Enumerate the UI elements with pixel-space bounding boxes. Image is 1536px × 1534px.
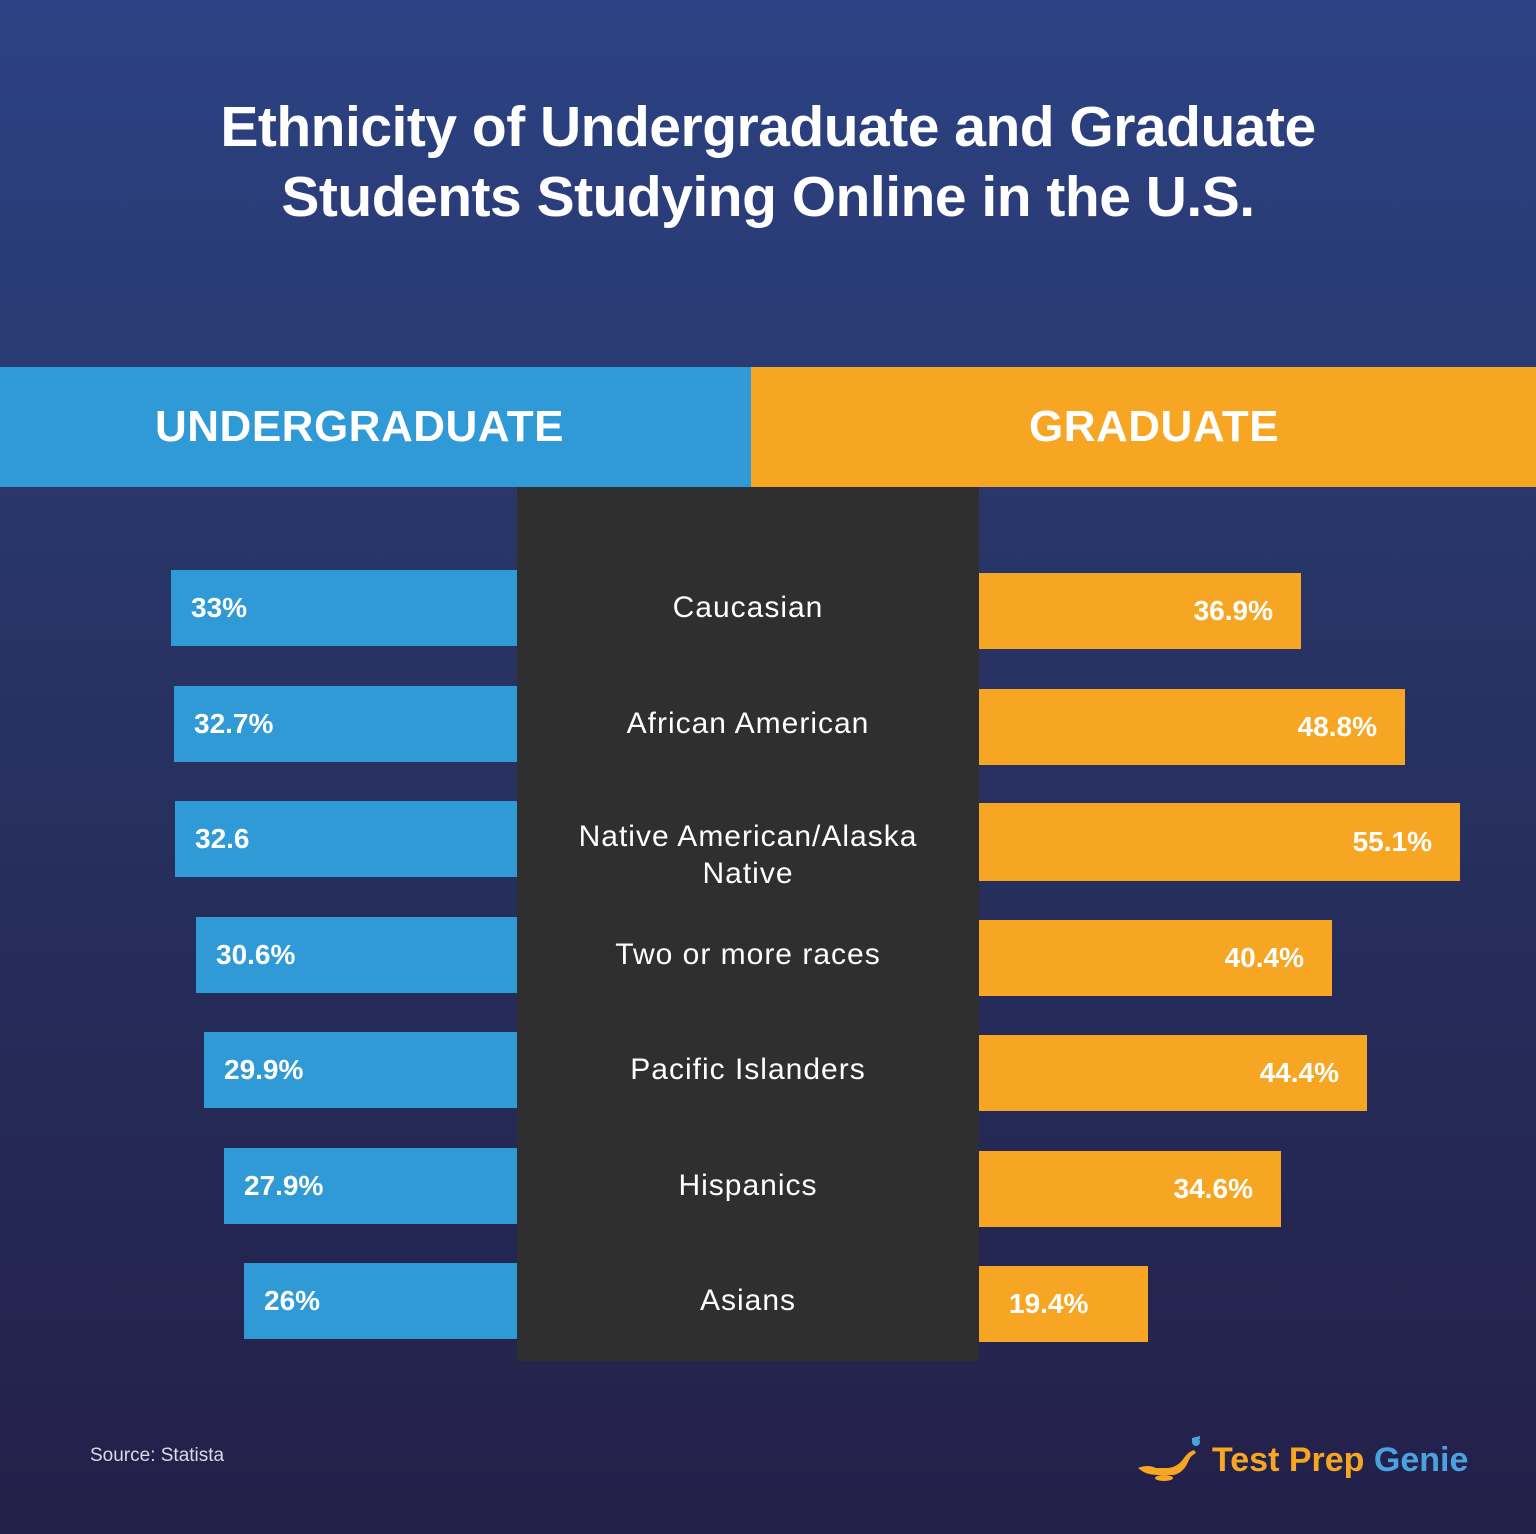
category-label-line: Two or more races [615, 938, 881, 971]
brand-name: Test Prep Genie [1212, 1441, 1468, 1480]
category-label-line: African American [626, 707, 870, 740]
graduate-bar: 55.1% [979, 803, 1460, 881]
title-line-1: Ethnicity of Undergraduate and Graduate [220, 95, 1316, 159]
graduate-bar: 48.8% [979, 689, 1405, 765]
graduate-bar: 44.4% [979, 1035, 1367, 1111]
undergraduate-value-label: 32.6 [195, 823, 250, 854]
undergraduate-bar: 32.6 [175, 801, 517, 877]
undergraduate-value-label: 26% [264, 1285, 321, 1316]
source-note: Source: Statista [90, 1445, 225, 1466]
category-panel [517, 487, 979, 1361]
category-label: Asians [517, 1282, 979, 1319]
undergraduate-bar: 30.6% [196, 917, 517, 993]
category-label-line: Pacific Islanders [630, 1053, 866, 1086]
chart-title: Ethnicity of Undergraduate and Graduate … [80, 92, 1456, 232]
brand-name-test-prep: Test Prep [1212, 1440, 1365, 1479]
graduate-value-label: 55.1% [1352, 826, 1432, 857]
category-label: African American [517, 705, 979, 742]
graduate-value-label: 19.4% [1009, 1288, 1089, 1319]
undergraduate-value-label: 33% [191, 592, 248, 623]
graduate-value-label: 36.9% [1193, 595, 1273, 626]
undergraduate-header-label: UNDERGRADUATE [155, 402, 565, 451]
undergraduate-value-label: 29.9% [224, 1054, 304, 1085]
brand-name-genie: Genie [1373, 1440, 1469, 1479]
graduate-header-label: GRADUATE [1029, 402, 1280, 451]
undergraduate-bar: 29.9% [204, 1032, 517, 1108]
category-label: Native American/Alaska Native [517, 818, 979, 892]
category-label: Two or more races [517, 936, 979, 973]
brand-logo: Test Prep Genie [1134, 1432, 1468, 1488]
category-label-line: Hispanics [678, 1169, 818, 1202]
graduate-bar: 36.9% [979, 573, 1301, 649]
undergraduate-bar: 33% [171, 570, 517, 646]
graduate-bar: 40.4% [979, 920, 1332, 996]
graduate-bar: 34.6% [979, 1151, 1281, 1227]
undergraduate-bar: 27.9% [224, 1148, 517, 1224]
category-label: Pacific Islanders [517, 1051, 979, 1088]
category-label: Caucasian [517, 589, 979, 626]
graduate-value-label: 34.6% [1173, 1173, 1253, 1204]
graduate-header: GRADUATE [751, 367, 1536, 487]
category-label-line: Native [702, 857, 794, 890]
category-label-line: Caucasian [672, 591, 824, 624]
category-label: Hispanics [517, 1167, 979, 1204]
graduate-value-label: 44.4% [1259, 1057, 1339, 1088]
category-label-line: Asians [699, 1284, 797, 1317]
undergraduate-value-label: 30.6% [216, 939, 296, 970]
title-line-2: Students Studying Online in the U.S. [281, 165, 1255, 229]
undergraduate-bar: 32.7% [174, 686, 517, 762]
graduate-value-label: 40.4% [1224, 942, 1304, 973]
genie-lamp-icon [1138, 1436, 1200, 1481]
graduate-bar: 19.4% [979, 1266, 1148, 1342]
undergraduate-header: UNDERGRADUATE [0, 367, 751, 487]
undergraduate-value-label: 27.9% [244, 1170, 324, 1201]
undergraduate-bar: 26% [244, 1263, 517, 1339]
graduate-value-label: 48.8% [1297, 711, 1377, 742]
undergraduate-value-label: 32.7% [194, 708, 274, 739]
category-label-line: Native American/Alaska [578, 820, 918, 853]
